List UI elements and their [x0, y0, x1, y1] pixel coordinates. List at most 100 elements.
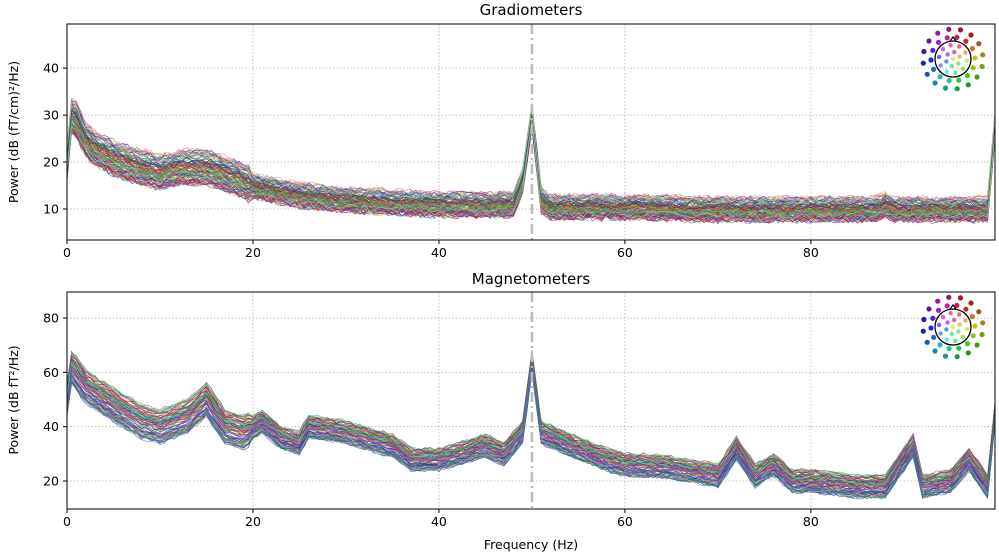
channel-lines	[67, 97, 995, 225]
sensor-dot	[926, 306, 932, 312]
y-tick-label: 80	[43, 311, 59, 326]
sensor-dot	[954, 34, 960, 41]
x-tick-label: 80	[803, 514, 819, 529]
sensor-dot	[956, 77, 962, 83]
x-tick-label: 80	[803, 245, 819, 260]
sensor-dot	[944, 35, 950, 41]
x-tick-label: 60	[617, 245, 633, 260]
sensor-dot	[965, 82, 971, 88]
sensor-dot	[946, 346, 952, 352]
y-tick-label: 40	[43, 419, 59, 434]
sensor-dot	[954, 86, 960, 92]
channel-psd-line	[67, 100, 995, 203]
sensor-dot	[935, 298, 941, 304]
sensor-dot	[957, 312, 962, 317]
sensor-dot	[945, 52, 950, 57]
x-tick-label: 40	[431, 245, 447, 260]
sensor-dot	[979, 331, 985, 338]
axes-frame	[66, 291, 996, 510]
sensor-dot	[954, 302, 960, 308]
frequency-xlabel: Frequency (Hz)	[484, 537, 578, 552]
gradiometers-title: Gradiometers	[480, 1, 583, 19]
sensor-dot	[976, 309, 982, 315]
sensor-dot	[935, 30, 941, 36]
channel-psd-line	[67, 109, 995, 212]
x-tick-label: 20	[245, 514, 261, 529]
sensor-dot	[960, 66, 966, 72]
sensor-dot	[942, 85, 949, 91]
sensor-dot	[950, 56, 956, 62]
sensor-dot	[938, 331, 943, 336]
sensor-dot	[950, 324, 956, 330]
sensor-dot	[964, 58, 970, 64]
x-tick-label: 40	[431, 514, 447, 529]
channel-psd-line	[67, 350, 995, 479]
channel-psd-line	[67, 123, 995, 221]
sensor-dot	[936, 322, 942, 328]
sensor-dot	[931, 66, 937, 72]
sensor-dot	[937, 342, 943, 348]
magnetometers-title: Magnetometers	[472, 270, 591, 288]
magnetometers-ylabel: Power (dB fT²/Hz)	[6, 345, 21, 454]
sensor-dot	[969, 314, 976, 320]
sensor-dot	[952, 317, 957, 323]
gradiometers-panel: Gradiometers Power (dB (fT/cm)²/Hz) 0 20 4…	[6, 1, 996, 260]
gradiometers-ylabel: Power (dB (fT/cm)²/Hz)	[6, 61, 21, 203]
axes-frame	[66, 23, 996, 241]
sensor-dot	[938, 63, 943, 68]
head-outline-icon	[934, 40, 972, 78]
sensor-dot	[956, 61, 961, 66]
sensor-dot	[937, 74, 943, 80]
sensor-dot	[964, 326, 970, 332]
sensor-dot	[946, 78, 952, 84]
x-tick-label: 60	[617, 514, 633, 529]
sensor-dot	[953, 338, 958, 343]
sensor-dot	[944, 69, 949, 74]
sensor-dot	[968, 32, 974, 38]
sensor-dot	[945, 320, 950, 325]
sensor-dot	[957, 322, 962, 327]
sensor-dot	[960, 334, 966, 339]
sensor-dot	[954, 354, 960, 360]
sensor-dot	[928, 57, 934, 63]
y-tick-label: 20	[43, 474, 59, 489]
sensor-dot	[942, 353, 949, 359]
sensor-dot	[926, 38, 932, 44]
y-tick-label: 60	[43, 365, 59, 380]
sensor-dot	[953, 70, 958, 76]
x-tick-label: 0	[63, 514, 71, 529]
y-tick-label: 10	[43, 202, 59, 217]
sensor-dot	[924, 71, 930, 77]
head-outline-icon	[934, 308, 972, 346]
y-tick-label: 30	[43, 108, 59, 123]
sensor-dot	[963, 38, 969, 44]
sensor-dot	[930, 47, 936, 53]
channel-psd-line	[67, 370, 995, 498]
channel-psd-line	[67, 369, 995, 499]
sensor-dot	[932, 80, 938, 86]
sensor-dot	[932, 348, 938, 354]
sensor-dot	[948, 43, 953, 48]
nose-icon	[949, 304, 957, 310]
sensor-dot	[940, 315, 946, 320]
sensor-dot	[963, 306, 969, 312]
sensor-dot	[935, 307, 942, 313]
sensor-dot	[957, 44, 962, 49]
sensor-dot	[979, 63, 985, 70]
sensor-dot	[924, 339, 930, 345]
sensor-dot	[948, 311, 953, 316]
channel-lines	[67, 349, 995, 500]
sensor-dot	[956, 345, 962, 351]
sensor-dot	[976, 41, 982, 47]
sensor-dot	[920, 328, 926, 334]
sensor-dot	[974, 74, 980, 80]
sensor-dot	[964, 341, 971, 347]
x-tick-label: 20	[245, 245, 261, 260]
sensor-dot	[921, 316, 927, 323]
sensor-dot	[944, 337, 949, 342]
sensor-dot	[949, 331, 954, 337]
sensor-topomap-legend	[920, 26, 986, 92]
sensor-dot	[957, 295, 964, 301]
sensor-topomap-legend	[920, 294, 986, 360]
